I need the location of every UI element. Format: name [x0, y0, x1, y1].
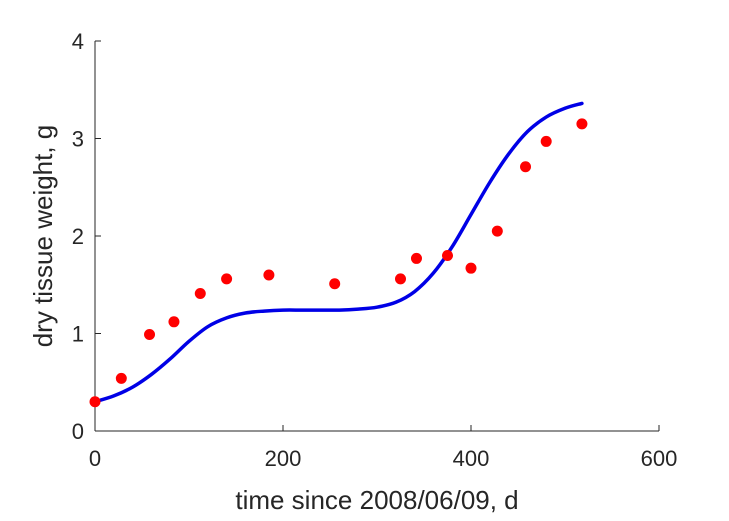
data-point [89, 396, 101, 408]
y-tick-label: 4 [72, 29, 84, 54]
x-axis-label: time since 2008/06/09, d [235, 485, 518, 515]
plot-area: 0 200 400 600 0 1 2 3 4 [72, 29, 678, 471]
data-point [168, 316, 180, 328]
data-point [194, 288, 206, 300]
y-axis-label: dry tissue weight, g [28, 125, 58, 348]
data-point [144, 328, 156, 340]
y-tick-label: 0 [72, 419, 84, 444]
x-tick-label: 0 [89, 446, 101, 471]
y-tick-label: 2 [72, 224, 84, 249]
y-tick-label: 1 [72, 322, 84, 347]
y-tick-label: 3 [72, 127, 84, 152]
x-tick-label: 200 [265, 446, 302, 471]
data-point [442, 250, 453, 261]
x-tick-label: 400 [453, 446, 490, 471]
data-point [329, 278, 341, 290]
data-point [491, 225, 503, 237]
data-point [115, 372, 127, 384]
x-tick-label: 600 [641, 446, 678, 471]
data-point [465, 262, 477, 274]
data-point [540, 135, 552, 147]
data-point [221, 273, 233, 285]
data-point [520, 161, 532, 173]
model-curve [93, 101, 584, 404]
data-point [395, 273, 406, 285]
data-point [410, 252, 422, 264]
data-point [576, 118, 588, 130]
data-point [263, 269, 275, 281]
